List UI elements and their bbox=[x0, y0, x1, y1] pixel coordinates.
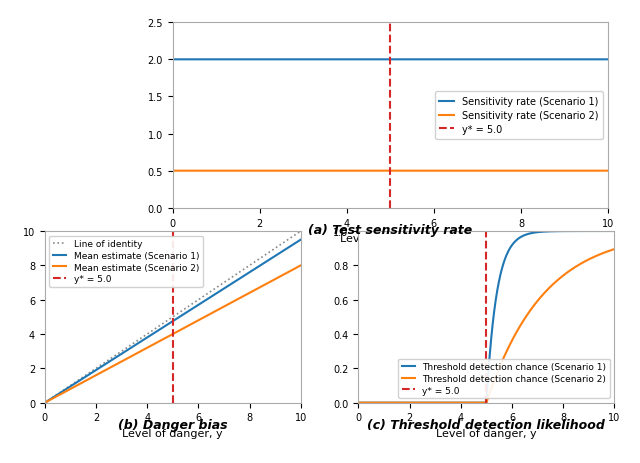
y* = 5.0 bbox=[169, 383, 177, 388]
Line: Mean estimate (Scenario 1): Mean estimate (Scenario 1) bbox=[45, 240, 301, 403]
Sensitivity rate (Scenario 1) bbox=[169, 57, 177, 63]
y* = 5.0 bbox=[387, 131, 394, 137]
Threshold detection chance (Scenario 2) bbox=[556, 276, 564, 282]
Sensitivity rate (Scenario 2) bbox=[591, 169, 599, 174]
Mean estimate (Scenario 2) bbox=[165, 333, 173, 339]
Mean estimate (Scenario 1) bbox=[54, 392, 61, 397]
Mean estimate (Scenario 1) bbox=[297, 237, 305, 243]
Threshold detection chance (Scenario 1) bbox=[603, 229, 611, 234]
Sensitivity rate (Scenario 1) bbox=[591, 57, 599, 63]
Line: Mean estimate (Scenario 2): Mean estimate (Scenario 2) bbox=[45, 266, 301, 403]
Mean estimate (Scenario 1) bbox=[289, 242, 297, 248]
Sensitivity rate (Scenario 2) bbox=[169, 169, 177, 174]
Mean estimate (Scenario 2) bbox=[289, 267, 297, 273]
Text: (b) Danger bias: (b) Danger bias bbox=[118, 418, 228, 431]
Threshold detection chance (Scenario 2) bbox=[611, 247, 618, 252]
X-axis label: Level of danger, y: Level of danger, y bbox=[340, 233, 441, 244]
Sensitivity rate (Scenario 1) bbox=[591, 57, 599, 63]
Threshold detection chance (Scenario 1) bbox=[472, 400, 480, 406]
Line of identity bbox=[289, 234, 297, 239]
Threshold detection chance (Scenario 2) bbox=[603, 250, 611, 255]
Line: Threshold detection chance (Scenario 2): Threshold detection chance (Scenario 2) bbox=[358, 250, 614, 403]
Text: (c) Threshold detection likelihood: (c) Threshold detection likelihood bbox=[367, 418, 605, 431]
Mean estimate (Scenario 1) bbox=[289, 242, 297, 248]
Line of identity bbox=[297, 229, 305, 234]
Mean estimate (Scenario 2) bbox=[243, 292, 250, 298]
Mean estimate (Scenario 2) bbox=[297, 263, 305, 269]
Threshold detection chance (Scenario 2) bbox=[479, 400, 486, 406]
Mean estimate (Scenario 2) bbox=[54, 393, 61, 399]
X-axis label: Level of danger, y: Level of danger, y bbox=[436, 428, 537, 438]
Sensitivity rate (Scenario 2) bbox=[191, 169, 199, 174]
Threshold detection chance (Scenario 1) bbox=[611, 229, 618, 234]
Sensitivity rate (Scenario 1) bbox=[381, 57, 388, 63]
Line of identity bbox=[159, 321, 166, 327]
Line of identity bbox=[165, 317, 173, 322]
Threshold detection chance (Scenario 1) bbox=[479, 400, 486, 406]
Mean estimate (Scenario 1) bbox=[165, 321, 173, 326]
Threshold detection chance (Scenario 1) bbox=[556, 229, 564, 234]
Sensitivity rate (Scenario 2) bbox=[604, 169, 612, 174]
Threshold detection chance (Scenario 1) bbox=[603, 229, 611, 234]
Threshold detection chance (Scenario 1) bbox=[367, 400, 375, 406]
Threshold detection chance (Scenario 1) bbox=[355, 400, 362, 406]
Sensitivity rate (Scenario 2) bbox=[511, 169, 519, 174]
y* = 5.0 bbox=[169, 400, 177, 406]
Sensitivity rate (Scenario 1) bbox=[369, 57, 377, 63]
Line of identity bbox=[54, 391, 61, 397]
Sensitivity rate (Scenario 1) bbox=[604, 57, 612, 63]
Mean estimate (Scenario 1) bbox=[41, 400, 49, 406]
Mean estimate (Scenario 2) bbox=[159, 337, 166, 343]
y* = 5.0 bbox=[387, 206, 394, 211]
Line of identity bbox=[41, 400, 49, 406]
Threshold detection chance (Scenario 2) bbox=[367, 400, 375, 406]
Sensitivity rate (Scenario 1) bbox=[511, 57, 519, 63]
Legend: Sensitivity rate (Scenario 1), Sensitivity rate (Scenario 2), y* = 5.0: Sensitivity rate (Scenario 1), Sensitivi… bbox=[435, 92, 603, 139]
Text: (a) Test sensitivity rate: (a) Test sensitivity rate bbox=[308, 224, 472, 237]
Legend: Line of identity, Mean estimate (Scenario 1), Mean estimate (Scenario 2), y* = 5: Line of identity, Mean estimate (Scenari… bbox=[49, 236, 203, 287]
Mean estimate (Scenario 2) bbox=[289, 267, 297, 273]
Line of identity bbox=[289, 234, 297, 239]
Sensitivity rate (Scenario 1) bbox=[191, 57, 199, 63]
X-axis label: Level of danger, y: Level of danger, y bbox=[122, 428, 223, 438]
Mean estimate (Scenario 2) bbox=[41, 400, 49, 406]
Legend: Threshold detection chance (Scenario 1), Threshold detection chance (Scenario 2): Threshold detection chance (Scenario 1),… bbox=[398, 359, 610, 398]
Sensitivity rate (Scenario 2) bbox=[591, 169, 599, 174]
Sensitivity rate (Scenario 2) bbox=[381, 169, 388, 174]
Sensitivity rate (Scenario 2) bbox=[369, 169, 377, 174]
Mean estimate (Scenario 1) bbox=[159, 325, 166, 331]
Line: Line of identity: Line of identity bbox=[45, 232, 301, 403]
Mean estimate (Scenario 1) bbox=[243, 272, 250, 277]
Line: Threshold detection chance (Scenario 1): Threshold detection chance (Scenario 1) bbox=[358, 232, 614, 403]
Threshold detection chance (Scenario 2) bbox=[603, 249, 611, 255]
Threshold detection chance (Scenario 2) bbox=[355, 400, 362, 406]
Line of identity bbox=[243, 265, 250, 271]
Threshold detection chance (Scenario 2) bbox=[472, 400, 480, 406]
